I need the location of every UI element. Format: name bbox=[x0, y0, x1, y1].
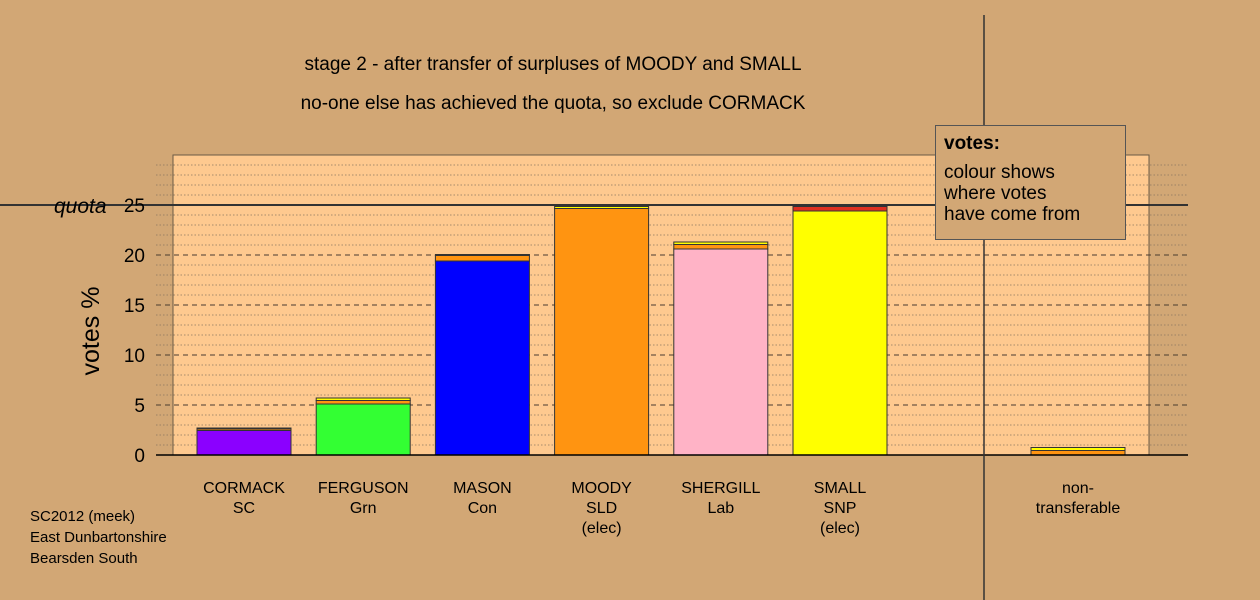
legend: votes: colour shows where votes have com… bbox=[935, 125, 1126, 240]
small-bar-segment bbox=[792, 210, 888, 456]
x-tick-label: Grn bbox=[350, 500, 377, 517]
y-tick-label: 20 bbox=[124, 246, 145, 267]
cormack-bar-segment bbox=[196, 430, 292, 456]
x-tick-label: SHERGILL bbox=[681, 480, 760, 497]
shergill-bar-segment bbox=[673, 241, 769, 245]
bars bbox=[196, 206, 1126, 456]
x-tick-label: SNP bbox=[824, 500, 857, 517]
x-tick-label: (elec) bbox=[820, 520, 860, 537]
y-tick-label: 25 bbox=[124, 196, 145, 217]
cormack-bar-segment bbox=[196, 427, 292, 430]
x-tick-label: SMALL bbox=[814, 480, 867, 497]
shergill-bar-segment bbox=[673, 244, 769, 250]
y-tick-label: 15 bbox=[124, 296, 145, 317]
x-tick-label: SC bbox=[233, 500, 255, 517]
ferguson-bar-segment bbox=[315, 403, 411, 456]
y-tick-label: 5 bbox=[134, 396, 145, 417]
y-tick-label: 0 bbox=[134, 446, 145, 467]
ferguson-bar-segment bbox=[315, 400, 411, 405]
x-tick-label: CORMACK bbox=[203, 480, 285, 497]
x-tick-label: transferable bbox=[1036, 500, 1121, 517]
y-axis: 0 5 10 15 20 25 bbox=[124, 196, 145, 467]
footer-note: SC2012 (meek) East Dunbartonshire Bearsd… bbox=[30, 506, 167, 569]
x-tick-label: Con bbox=[468, 500, 497, 517]
legend-line: where votes bbox=[944, 183, 1047, 204]
nontransferable-bar-segment bbox=[1030, 447, 1126, 451]
y-axis-label: votes % bbox=[77, 287, 105, 376]
chart-title: stage 2 - after transfer of surpluses of… bbox=[304, 54, 802, 75]
x-tick-label: (elec) bbox=[582, 520, 622, 537]
shergill-bar-segment bbox=[673, 248, 769, 456]
x-tick-label: MASON bbox=[453, 480, 512, 497]
quota-label: quota bbox=[54, 195, 107, 218]
moody-bar-segment bbox=[554, 208, 650, 456]
y-tick-label: 10 bbox=[124, 346, 145, 367]
legend-line: colour shows bbox=[944, 162, 1055, 183]
mason-bar-segment bbox=[434, 254, 530, 256]
x-tick-label: non- bbox=[1062, 480, 1094, 497]
ferguson-bar-segment bbox=[315, 397, 411, 401]
x-tick-label: FERGUSON bbox=[318, 480, 409, 497]
legend-title: votes: bbox=[944, 133, 1000, 154]
footer-line: East Dunbartonshire bbox=[30, 529, 167, 546]
legend-line: have come from bbox=[944, 204, 1081, 225]
small-bar-segment bbox=[792, 206, 888, 212]
mason-bar-segment bbox=[434, 255, 530, 262]
moody-bar-segment bbox=[554, 206, 650, 209]
footer-line: Bearsden South bbox=[30, 550, 138, 567]
x-axis-labels: CORMACK SC FERGUSON Grn MASON Con MOODY SLD (ele… bbox=[203, 480, 1120, 537]
x-tick-label: SLD bbox=[586, 500, 617, 517]
x-tick-label: MOODY bbox=[571, 480, 632, 497]
mason-bar-segment bbox=[434, 260, 530, 456]
x-tick-label: Lab bbox=[707, 500, 734, 517]
chart-subtitle: no-one else has achieved the quota, so e… bbox=[300, 93, 806, 114]
footer-line: SC2012 (meek) bbox=[30, 508, 136, 525]
